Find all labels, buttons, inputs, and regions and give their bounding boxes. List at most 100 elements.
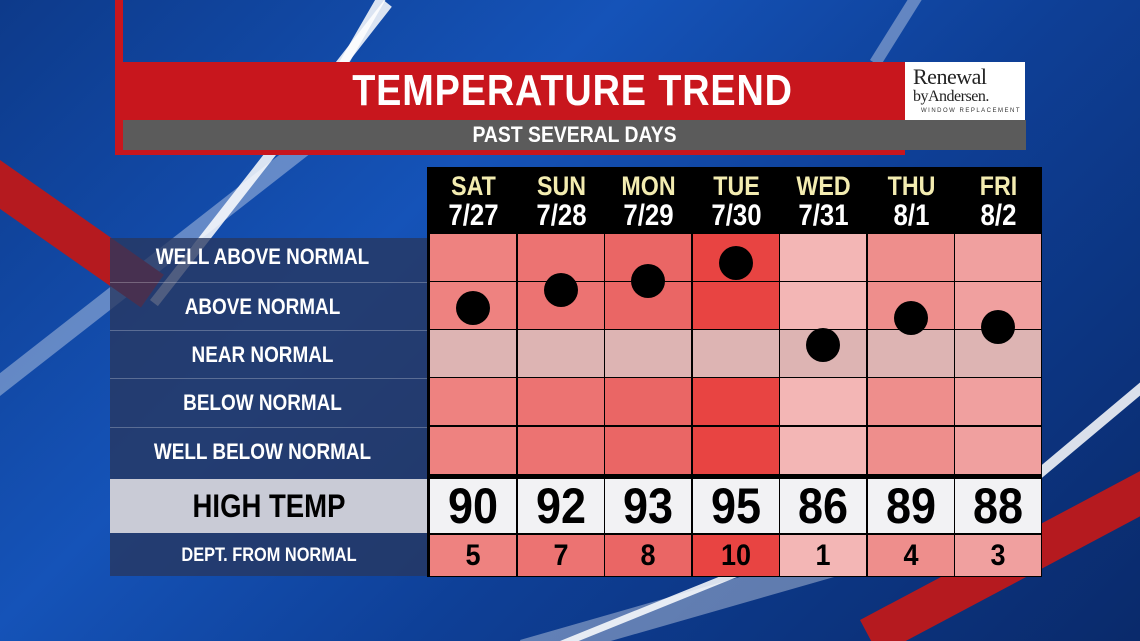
high-temp-value: 95 bbox=[710, 478, 761, 534]
category-cell bbox=[430, 427, 516, 474]
category-cell bbox=[867, 330, 954, 377]
day-date: 7/30 bbox=[710, 199, 762, 232]
day-header: SAT 7/27 bbox=[430, 167, 517, 233]
dept-value: 5 bbox=[465, 539, 481, 572]
category-cell bbox=[605, 330, 691, 377]
dept-cell: 8 bbox=[605, 535, 691, 576]
category-cell bbox=[867, 378, 954, 425]
high-temp-cell: 93 bbox=[605, 479, 691, 533]
trend-dot bbox=[806, 327, 840, 362]
dept-cell: 4 bbox=[867, 535, 954, 576]
dept-from-normal-label: DEPT. FROM NORMAL bbox=[181, 545, 357, 566]
day-date: 8/2 bbox=[980, 199, 1017, 232]
day-header: FRI 8/2 bbox=[955, 167, 1042, 233]
day-header: THU 8/1 bbox=[867, 167, 955, 233]
chart-title: TEMPERATURE TREND bbox=[352, 66, 793, 115]
category-cell bbox=[517, 427, 604, 474]
subtitle-bar bbox=[123, 120, 1026, 150]
high-temp-cell: 92 bbox=[517, 478, 604, 534]
dept-cell: 5 bbox=[430, 535, 516, 576]
dept-value: 3 bbox=[990, 539, 1006, 572]
category-cell bbox=[955, 378, 1041, 425]
high-temp-value: 89 bbox=[885, 478, 936, 534]
category-cell bbox=[780, 234, 866, 281]
category-cell bbox=[692, 427, 779, 474]
high-temp-value: 88 bbox=[972, 478, 1024, 534]
day-date: 7/29 bbox=[623, 199, 674, 232]
row-divider bbox=[110, 282, 428, 283]
high-temp-value: 90 bbox=[447, 478, 499, 534]
chart-subtitle: PAST SEVERAL DAYS bbox=[472, 122, 677, 147]
trend-dot bbox=[718, 245, 753, 280]
dept-value: 7 bbox=[552, 539, 569, 572]
row-divider bbox=[110, 378, 428, 379]
category-cell bbox=[605, 378, 691, 425]
category-cell bbox=[955, 234, 1041, 281]
row-label-well-below-normal: WELL BELOW NORMAL bbox=[153, 439, 372, 464]
dept-cell: 3 bbox=[955, 535, 1041, 576]
row-label-near-normal: NEAR NORMAL bbox=[191, 342, 334, 367]
day-name: SUN bbox=[536, 171, 586, 201]
trend-dot bbox=[893, 300, 928, 335]
dept-value: 10 bbox=[720, 539, 751, 572]
day-date: 7/27 bbox=[448, 199, 499, 232]
category-cell bbox=[517, 378, 604, 425]
category-cell bbox=[517, 330, 604, 377]
category-cell bbox=[605, 427, 691, 474]
day-name: WED bbox=[796, 171, 851, 201]
dept-cell: 1 bbox=[780, 535, 866, 576]
sponsor-logo-line2: byAndersen. bbox=[913, 88, 989, 105]
category-cell bbox=[430, 330, 516, 377]
high-temp-value: 93 bbox=[622, 478, 674, 534]
high-temp-value: 86 bbox=[797, 478, 849, 534]
high-temp-cell: 86 bbox=[780, 479, 866, 533]
day-name: FRI bbox=[979, 171, 1018, 201]
row-label-below-normal: BELOW NORMAL bbox=[183, 390, 342, 415]
day-header: SUN 7/28 bbox=[517, 167, 605, 233]
dept-value: 1 bbox=[815, 539, 831, 572]
day-name: MON bbox=[621, 171, 676, 201]
sponsor-logo: Renewal byAndersen. WINDOW REPLACEMENT bbox=[905, 62, 1025, 120]
trend-dot bbox=[631, 264, 665, 299]
category-cell bbox=[692, 330, 779, 377]
category-cell bbox=[430, 378, 516, 425]
background-stripe bbox=[870, 0, 1018, 67]
category-cell bbox=[692, 378, 779, 425]
day-header: TUE 7/30 bbox=[692, 167, 780, 233]
category-cell bbox=[780, 282, 866, 329]
dept-value: 8 bbox=[640, 539, 656, 572]
trend-dot bbox=[543, 273, 578, 308]
day-header: WED 7/31 bbox=[780, 167, 867, 233]
row-divider bbox=[110, 330, 428, 331]
high-temp-value: 92 bbox=[535, 478, 586, 534]
trend-dot bbox=[456, 291, 490, 326]
dept-cell: 7 bbox=[517, 535, 604, 576]
row-label-above-normal: ABOVE NORMAL bbox=[184, 294, 341, 319]
category-cell bbox=[780, 427, 866, 474]
category-cell bbox=[780, 378, 866, 425]
category-cell bbox=[692, 282, 779, 329]
row-divider bbox=[110, 427, 428, 428]
trend-dot bbox=[981, 309, 1015, 344]
category-cell bbox=[867, 234, 954, 281]
row-label-well-above-normal: WELL ABOVE NORMAL bbox=[155, 244, 370, 269]
dept-cell: 10 bbox=[692, 535, 779, 576]
sponsor-logo-line3: WINDOW REPLACEMENT bbox=[921, 108, 1022, 114]
day-date: 7/28 bbox=[535, 199, 587, 232]
category-cell bbox=[955, 427, 1041, 474]
category-cell bbox=[430, 234, 516, 281]
day-name: TUE bbox=[712, 171, 760, 201]
high-temp-label: HIGH TEMP bbox=[192, 488, 346, 524]
day-date: 8/1 bbox=[893, 199, 929, 232]
high-temp-cell: 95 bbox=[692, 478, 779, 534]
dept-value: 4 bbox=[902, 539, 919, 572]
day-date: 7/31 bbox=[798, 199, 849, 232]
sponsor-logo-line1: Renewal bbox=[913, 64, 987, 89]
high-temp-cell: 89 bbox=[867, 478, 954, 534]
title-bar bbox=[115, 62, 905, 120]
day-name: SAT bbox=[451, 171, 496, 201]
category-cell bbox=[867, 427, 954, 474]
high-temp-cell: 90 bbox=[430, 479, 516, 533]
high-temp-label-box bbox=[110, 479, 428, 533]
